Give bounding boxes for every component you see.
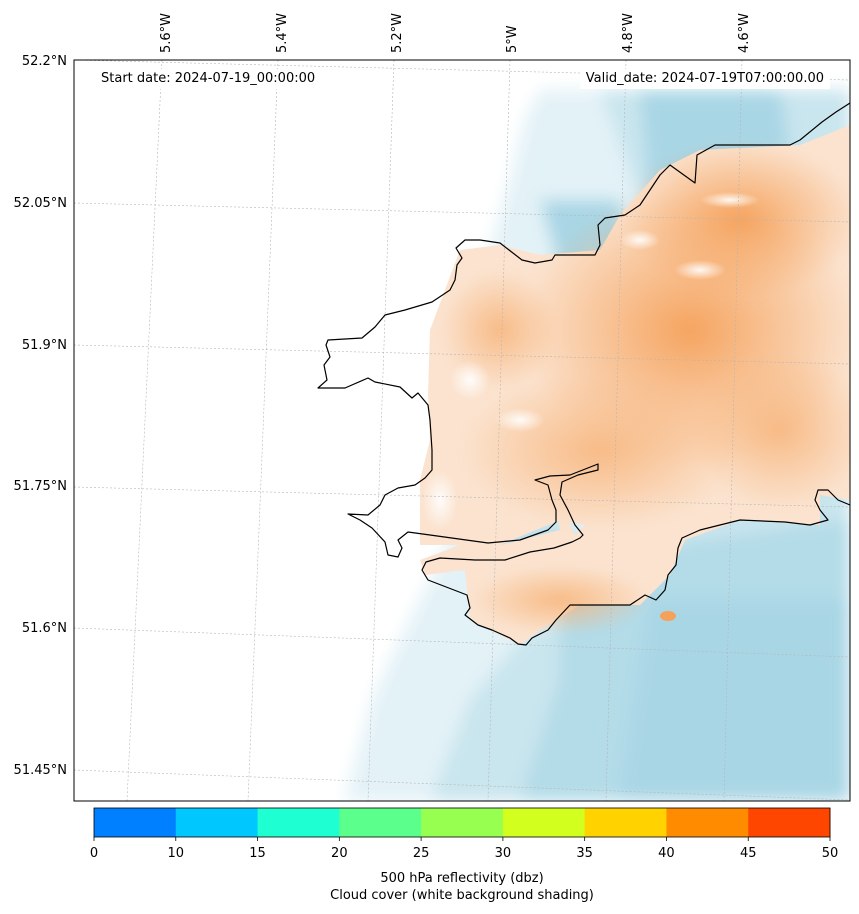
lat-label: 51.9°N [22, 338, 67, 353]
colorbar: 0 10 15 20 25 30 35 40 45 50 [90, 807, 839, 861]
colorbar-segment [339, 808, 422, 837]
colorbar-tick-label: 0 [90, 846, 98, 861]
colorbar-segment [175, 808, 259, 837]
colorbar-segment [584, 808, 667, 837]
colorbar-tick-label: 20 [331, 846, 348, 861]
lon-label: 5°W [505, 25, 520, 53]
colorbar-tick-label: 35 [576, 846, 593, 861]
lat-label: 51.45°N [14, 763, 67, 778]
colorbar-tick-label: 30 [495, 846, 512, 861]
land-shading [420, 125, 850, 645]
lon-label: 5.4°W [275, 13, 290, 53]
start-date-label: Start date: 2024-07-19_00:00:00 [95, 69, 322, 89]
colorbar-segment [748, 808, 831, 837]
plot-frame [73, 59, 851, 802]
colorbar-segment [666, 808, 749, 837]
graticule [74, 60, 850, 801]
colorbar-tick-label: 25 [413, 846, 430, 861]
lat-label: 51.75°N [14, 479, 67, 494]
colorbar-frame [93, 807, 831, 838]
colorbar-segment [502, 808, 586, 837]
plot-area [74, 60, 850, 801]
colorbar-segment [421, 808, 504, 837]
lon-label: 5.6°W [159, 13, 174, 53]
colorbar-sublabel: Cloud cover (white background shading) [330, 888, 594, 903]
island-shading [660, 611, 676, 621]
lat-label: 51.6°N [22, 621, 67, 636]
lon-label: 4.8°W [621, 13, 636, 53]
lat-labels: 52.2°N 52.05°N 51.9°N 51.75°N 51.6°N 51.… [14, 54, 67, 778]
lat-label: 52.2°N [22, 54, 67, 69]
colorbar-tick-label: 40 [658, 846, 675, 861]
lat-label: 52.05°N [14, 196, 67, 211]
colorbar-tick-label: 50 [822, 846, 839, 861]
lon-label: 4.6°W [737, 13, 752, 53]
colorbar-segment [94, 808, 177, 837]
lon-labels: 5.6°W 5.4°W 5.2°W 5°W 4.8°W 4.6°W [159, 13, 752, 53]
coastline [317, 102, 850, 646]
colorbar-label: 500 hPa reflectivity (dbz) [380, 871, 544, 886]
valid-date-label: Valid_date: 2024-07-19T07:00:00.00 [579, 69, 830, 89]
colorbar-tick-label: 15 [249, 846, 266, 861]
colorbar-tick-label: 10 [168, 846, 185, 861]
lon-label: 5.2°W [390, 13, 405, 53]
colorbar-tick-label: 45 [740, 846, 757, 861]
colorbar-segment [257, 808, 340, 837]
